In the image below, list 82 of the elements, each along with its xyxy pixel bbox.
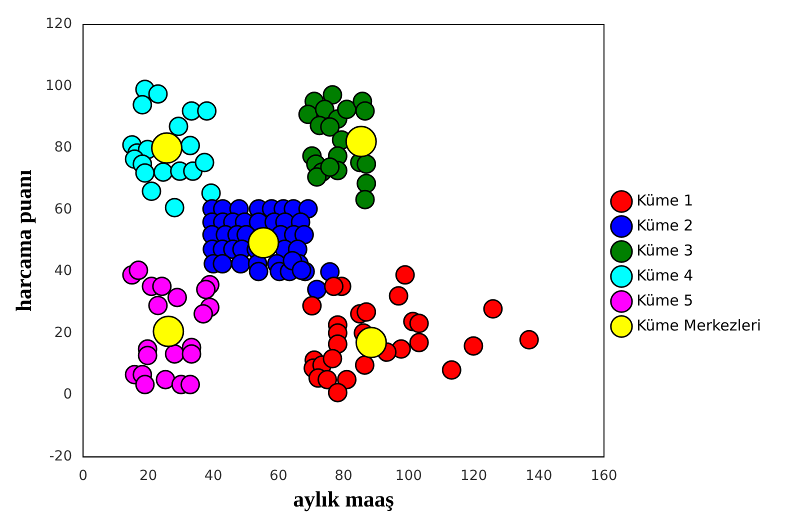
point [248, 227, 280, 259]
point [156, 370, 176, 390]
point [142, 181, 162, 201]
point [356, 302, 376, 322]
y-tick-label: 40 [54, 263, 72, 280]
point [409, 332, 429, 352]
point [193, 304, 213, 324]
y-tick-label: 100 [45, 78, 72, 94]
point [322, 85, 342, 105]
point [307, 280, 327, 300]
point [128, 260, 148, 280]
point [135, 374, 155, 394]
point [519, 330, 539, 350]
point [337, 370, 357, 390]
point [322, 348, 342, 368]
x-tick-label: 40 [204, 468, 222, 484]
point [302, 296, 322, 316]
point [201, 183, 221, 203]
point [464, 336, 484, 356]
point [356, 174, 376, 194]
legend-label: Küme 5 [636, 291, 694, 310]
point [194, 152, 214, 172]
y-axis-title: harcama puanı [10, 170, 36, 312]
y-tick-label: 80 [54, 140, 72, 156]
x-tick-label: 100 [395, 468, 422, 484]
x-tick-label: 0 [78, 468, 88, 484]
point [345, 126, 377, 158]
point [138, 346, 158, 366]
y-tick-label: 120 [45, 16, 72, 32]
legend-label: Küme 1 [636, 191, 694, 210]
point [354, 355, 374, 375]
point [212, 254, 232, 274]
point [442, 360, 462, 380]
point [395, 265, 415, 285]
point [148, 296, 168, 316]
point [151, 132, 183, 164]
point [167, 288, 187, 308]
x-tick-label: 120 [460, 468, 488, 484]
y-tick-label: 20 [54, 324, 72, 341]
point [135, 163, 155, 183]
legend-label: Küme 4 [636, 266, 694, 284]
point [355, 190, 375, 210]
point [337, 100, 357, 120]
point [182, 344, 202, 364]
point [248, 262, 268, 282]
point [483, 299, 503, 319]
x-tick-label: 140 [526, 468, 552, 484]
point [152, 276, 172, 296]
point [148, 84, 168, 104]
x-tick-label: 20 [139, 468, 158, 484]
point [197, 101, 217, 121]
point [153, 162, 173, 182]
point [356, 154, 376, 174]
point [328, 382, 348, 402]
legend-label: Küme 3 [636, 241, 694, 260]
point [196, 280, 216, 300]
x-axis-title: aylık maaş [293, 486, 394, 512]
y-tick-label: -20 [49, 448, 72, 464]
x-tick-label: 60 [270, 468, 288, 484]
x-tick-label: 160 [590, 468, 618, 484]
y-tick-label: 0 [63, 386, 72, 403]
point [409, 314, 429, 334]
point [164, 344, 184, 364]
point [355, 326, 387, 358]
legend-label: Küme Merkezleri [636, 316, 762, 334]
point [164, 198, 184, 218]
point [230, 254, 250, 274]
point [180, 374, 200, 394]
point [152, 316, 184, 348]
point [168, 116, 188, 136]
point [320, 117, 340, 137]
point [355, 101, 375, 121]
point [324, 276, 344, 296]
point [180, 136, 200, 156]
point [328, 334, 348, 354]
x-tick-label: 80 [334, 468, 352, 484]
point [294, 225, 314, 245]
legend-label: Küme 2 [636, 216, 694, 234]
point [132, 95, 152, 115]
point [318, 370, 338, 390]
y-tick-label: 60 [54, 201, 72, 218]
point [388, 286, 408, 306]
